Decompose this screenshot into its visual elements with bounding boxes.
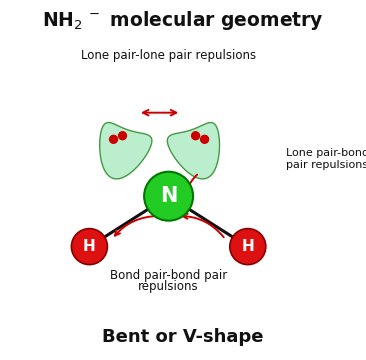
Circle shape [201,135,209,143]
Text: N: N [160,186,177,206]
Circle shape [71,229,107,265]
Text: Lone pair-bond: Lone pair-bond [285,148,366,158]
Text: Lone pair-lone pair repulsions: Lone pair-lone pair repulsions [81,49,256,62]
Circle shape [192,132,199,140]
Polygon shape [167,122,220,179]
Circle shape [119,132,127,140]
Circle shape [144,172,193,221]
Text: pair repulsions: pair repulsions [285,159,366,170]
Polygon shape [100,122,152,179]
Text: repulsions: repulsions [138,280,199,293]
Text: H: H [242,239,254,254]
Circle shape [109,135,117,143]
Text: NH$_2$$^{\ -}$ molecular geometry: NH$_2$$^{\ -}$ molecular geometry [42,9,324,32]
Text: H: H [83,239,96,254]
Circle shape [230,229,266,265]
Text: Bond pair-bond pair: Bond pair-bond pair [110,269,227,282]
Text: Bent or V-shape: Bent or V-shape [102,328,264,346]
